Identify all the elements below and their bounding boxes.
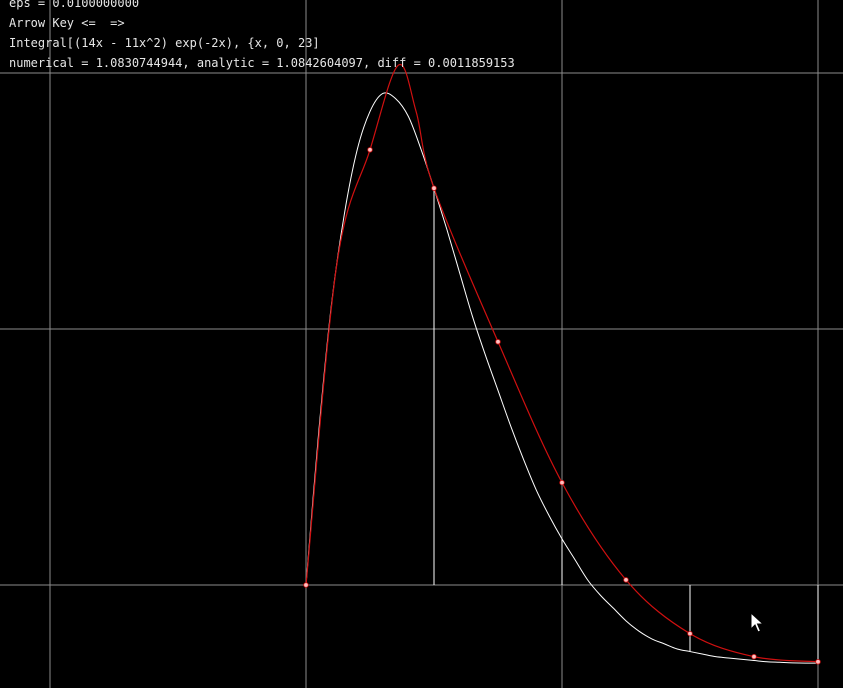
node-point xyxy=(367,147,373,153)
exact-curve-group xyxy=(305,92,819,664)
result-readout: numerical = 1.0830744944, analytic = 1.0… xyxy=(9,56,515,70)
integral-expression: Integral[(14x - 11x^2) exp(-2x), {x, 0, … xyxy=(9,36,320,50)
node-point xyxy=(815,659,821,665)
node-point xyxy=(303,582,309,588)
eps-readout: eps = 0.0100000000 xyxy=(9,0,140,10)
approx-curve xyxy=(305,64,819,663)
node-point xyxy=(431,185,437,191)
node-points xyxy=(303,147,821,665)
arrow-cursor-icon xyxy=(750,612,764,633)
node-point xyxy=(495,339,501,345)
node-point xyxy=(687,630,693,637)
node-point xyxy=(623,577,629,583)
arrow-key-hint: Arrow Key <= => xyxy=(9,16,125,30)
integration-verticals xyxy=(433,188,819,664)
exact-curve xyxy=(305,92,819,664)
node-point xyxy=(751,653,757,660)
approx-curve-group xyxy=(305,64,819,663)
node-point xyxy=(559,479,565,486)
